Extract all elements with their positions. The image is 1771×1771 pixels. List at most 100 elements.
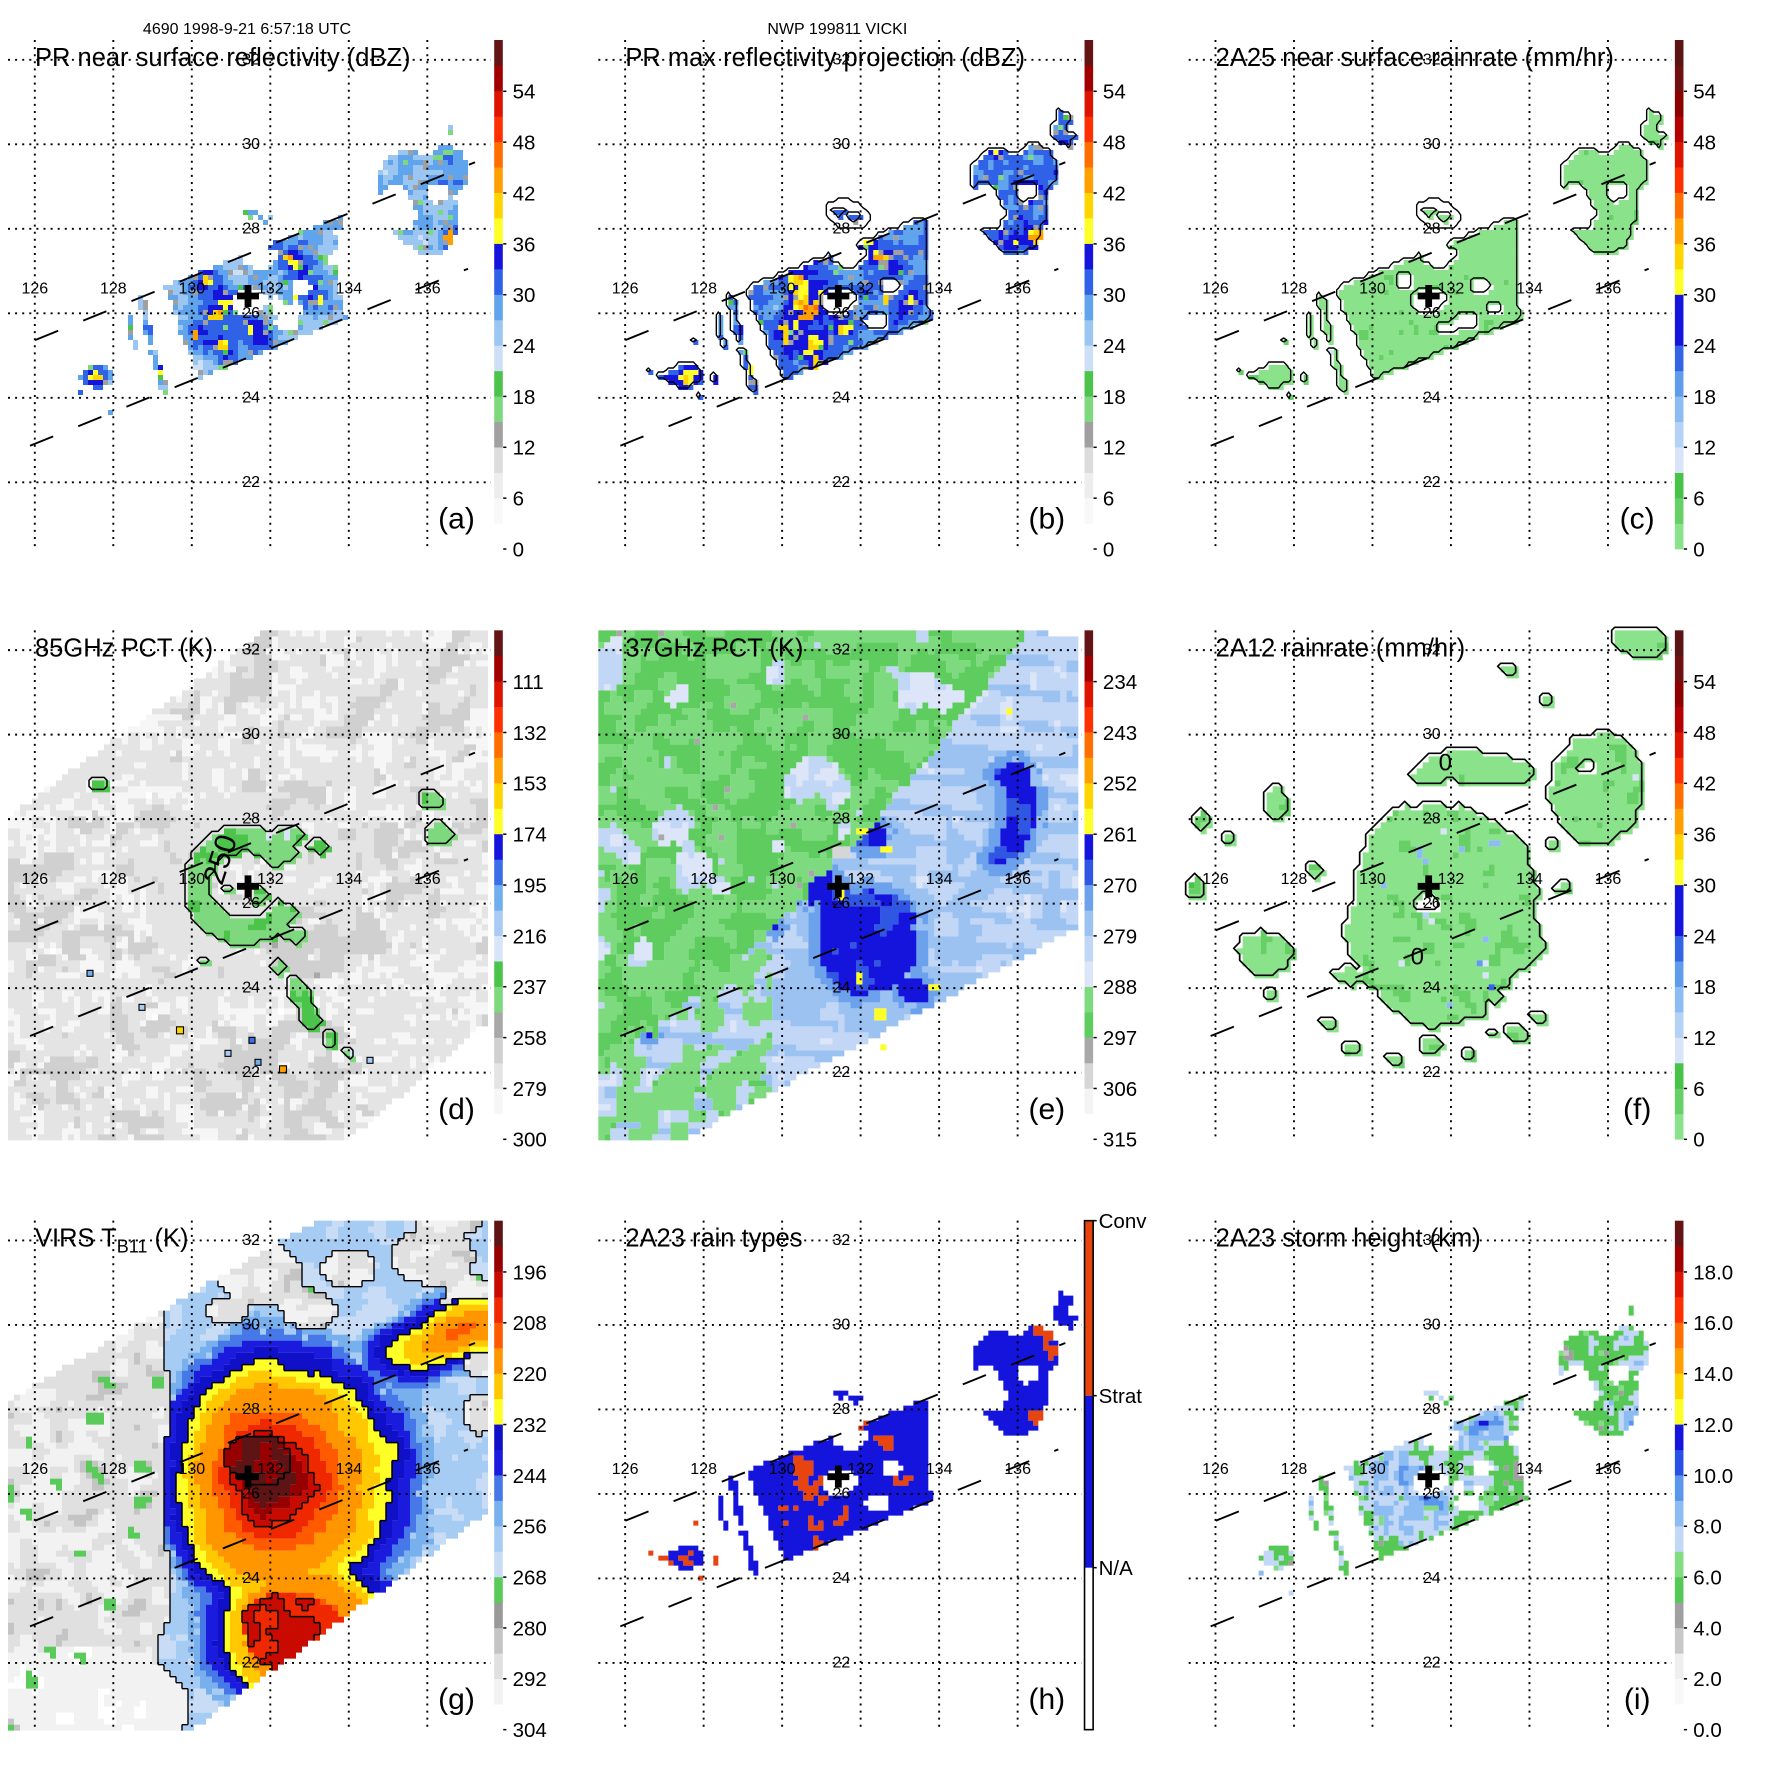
svg-text:300: 300	[513, 1129, 547, 1152]
svg-text:VIRS TB11 (K): VIRS TB11 (K)	[35, 1225, 189, 1257]
svg-text:111: 111	[513, 671, 544, 694]
svg-text:136: 136	[1595, 871, 1622, 888]
svg-text:24: 24	[1423, 1570, 1441, 1587]
svg-text:279: 279	[1103, 925, 1137, 948]
svg-text:126: 126	[612, 871, 639, 888]
svg-text:234: 234	[1103, 671, 1137, 694]
svg-text:2A25 near surface rainrate (mm: 2A25 near surface rainrate (mm/hr)	[1216, 44, 1614, 72]
svg-text:132: 132	[257, 1461, 284, 1478]
svg-text:306: 306	[1103, 1078, 1137, 1101]
svg-text:134: 134	[926, 871, 953, 888]
svg-text:132: 132	[257, 281, 284, 298]
svg-text:130: 130	[1359, 281, 1386, 298]
svg-text:24: 24	[1423, 980, 1441, 997]
svg-text:24: 24	[833, 980, 851, 997]
svg-text:128: 128	[100, 281, 127, 298]
svg-text:132: 132	[1438, 281, 1465, 298]
svg-text:126: 126	[21, 1461, 48, 1478]
svg-text:26: 26	[1423, 1485, 1441, 1502]
svg-text:PR near surface reflectivity (: PR near surface reflectivity (dBZ)	[35, 44, 411, 72]
svg-text:26: 26	[242, 1485, 260, 1502]
svg-text:37GHz PCT (K): 37GHz PCT (K)	[625, 634, 803, 662]
svg-text:24: 24	[1693, 335, 1716, 358]
svg-text:26: 26	[1423, 895, 1441, 912]
svg-text:24: 24	[833, 1570, 851, 1587]
svg-text:174: 174	[513, 824, 547, 847]
svg-text:22: 22	[242, 1064, 260, 1081]
svg-text:30: 30	[242, 726, 260, 743]
svg-text:128: 128	[690, 281, 717, 298]
svg-text:6: 6	[513, 488, 524, 511]
svg-text:279: 279	[513, 1078, 547, 1101]
svg-text:243: 243	[1103, 722, 1137, 745]
svg-text:18.0: 18.0	[1693, 1261, 1733, 1284]
svg-text:258: 258	[513, 1027, 547, 1050]
svg-text:136: 136	[414, 871, 441, 888]
svg-text:24: 24	[242, 389, 260, 406]
svg-text:32: 32	[833, 642, 851, 659]
svg-text:130: 130	[178, 871, 205, 888]
svg-text:136: 136	[1004, 871, 1031, 888]
svg-text:(g): (g)	[438, 1683, 475, 1716]
svg-text:136: 136	[414, 281, 441, 298]
svg-text:126: 126	[612, 281, 639, 298]
svg-text:26: 26	[833, 1485, 851, 1502]
svg-text:(e): (e)	[1028, 1093, 1065, 1126]
svg-text:0: 0	[513, 538, 524, 561]
svg-text:130: 130	[178, 281, 205, 298]
svg-text:196: 196	[513, 1261, 547, 1284]
svg-text:Strat: Strat	[1099, 1385, 1143, 1408]
svg-text:297: 297	[1103, 1027, 1137, 1050]
svg-text:132: 132	[1438, 1461, 1465, 1478]
svg-text:0: 0	[1693, 1129, 1704, 1152]
svg-text:12: 12	[1103, 437, 1126, 460]
svg-text:30: 30	[1423, 726, 1441, 743]
svg-text:130: 130	[769, 281, 796, 298]
svg-text:28: 28	[242, 811, 260, 828]
svg-text:24: 24	[242, 1570, 260, 1587]
svg-text:134: 134	[335, 871, 362, 888]
svg-text:288: 288	[1103, 976, 1137, 999]
svg-text:22: 22	[1423, 1064, 1441, 1081]
svg-text:32: 32	[1423, 51, 1441, 68]
svg-text:0: 0	[1103, 538, 1114, 561]
svg-text:36: 36	[1103, 233, 1126, 256]
svg-text:48: 48	[1693, 132, 1716, 155]
svg-text:130: 130	[1359, 1461, 1386, 1478]
svg-text:NWP 199811 VICKI: NWP 199811 VICKI	[767, 21, 907, 38]
svg-text:22: 22	[833, 1654, 851, 1671]
svg-text:30: 30	[1423, 136, 1441, 153]
svg-text:28: 28	[242, 220, 260, 237]
svg-text:32: 32	[1423, 642, 1441, 659]
svg-text:36: 36	[1693, 824, 1716, 847]
svg-text:22: 22	[1423, 474, 1441, 491]
svg-text:128: 128	[1281, 1461, 1308, 1478]
svg-text:12: 12	[1693, 437, 1716, 460]
svg-text:132: 132	[847, 281, 874, 298]
svg-text:10.0: 10.0	[1693, 1465, 1733, 1488]
svg-text:304: 304	[513, 1719, 547, 1742]
svg-text:232: 232	[513, 1414, 547, 1437]
svg-text:136: 136	[1004, 281, 1031, 298]
svg-text:6: 6	[1693, 1078, 1704, 1101]
svg-text:24: 24	[513, 335, 536, 358]
svg-text:126: 126	[1202, 1461, 1229, 1478]
svg-text:26: 26	[833, 895, 851, 912]
svg-text:12: 12	[1693, 1027, 1716, 1050]
svg-text:8.0: 8.0	[1693, 1516, 1722, 1539]
svg-text:132: 132	[1438, 871, 1465, 888]
svg-text:130: 130	[769, 871, 796, 888]
svg-text:(h): (h)	[1028, 1683, 1065, 1716]
svg-text:134: 134	[335, 281, 362, 298]
svg-text:32: 32	[833, 51, 851, 68]
svg-text:30: 30	[833, 1316, 851, 1333]
svg-text:130: 130	[1359, 871, 1386, 888]
svg-text:132: 132	[847, 1461, 874, 1478]
svg-text:237: 237	[513, 976, 547, 999]
svg-text:126: 126	[21, 871, 48, 888]
svg-text:136: 136	[414, 1461, 441, 1478]
svg-text:32: 32	[1423, 1232, 1441, 1249]
svg-text:136: 136	[1595, 1461, 1622, 1478]
svg-text:6: 6	[1693, 488, 1704, 511]
svg-text:24: 24	[833, 389, 851, 406]
